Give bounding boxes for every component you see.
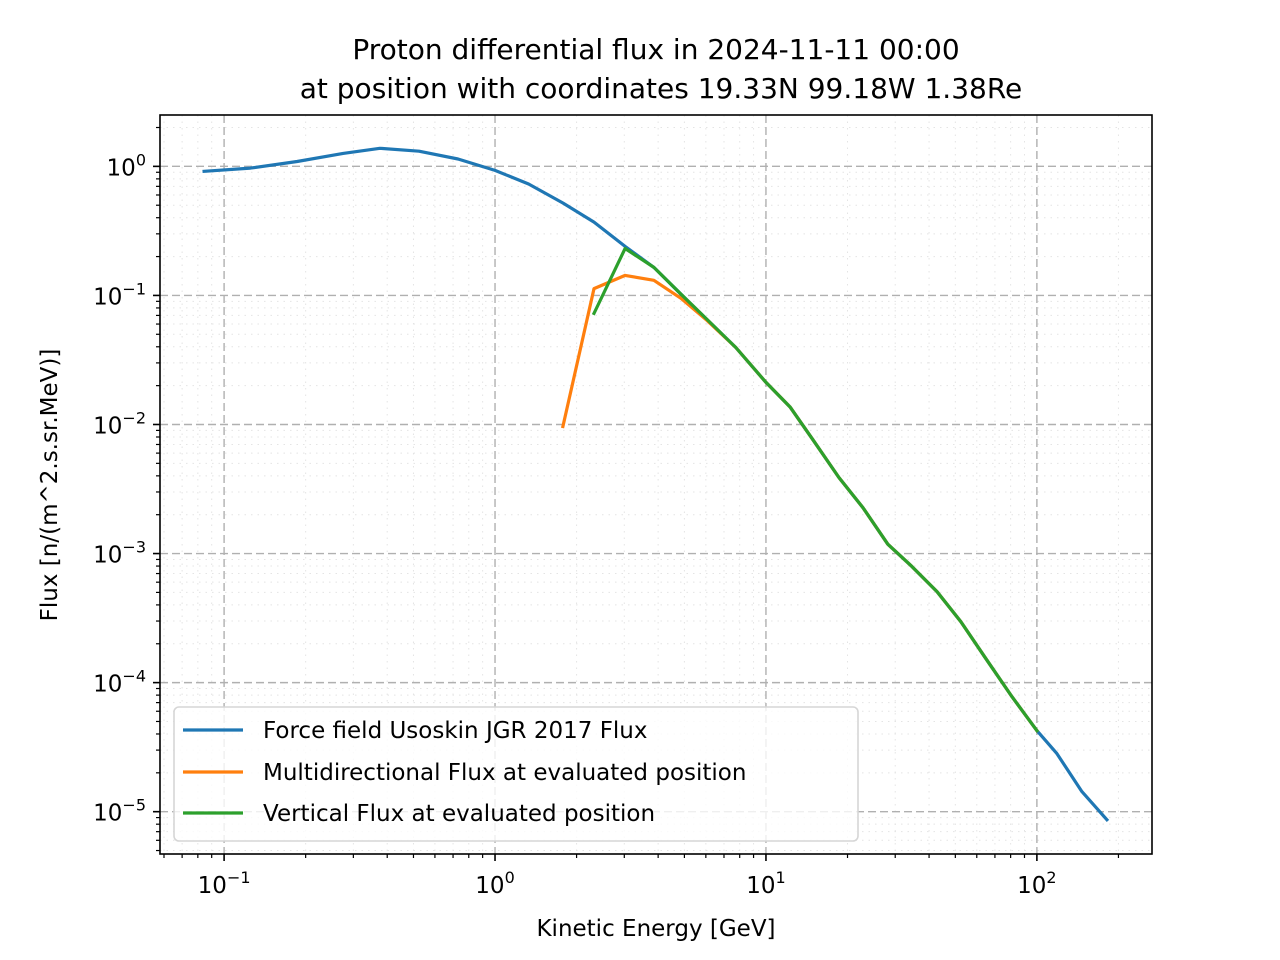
legend-label: Vertical Flux at evaluated position <box>263 801 655 827</box>
axis-ticks <box>153 126 1120 861</box>
y-tick-base: 10 <box>93 801 122 827</box>
x-tick-base: 10 <box>1017 873 1046 899</box>
chart-title: Proton differential flux in 2024-11-11 0… <box>352 33 959 66</box>
y-tick-exponent: −3 <box>122 538 146 557</box>
legend-item: Force field Usoskin JGR 2017 Flux <box>183 718 648 744</box>
y-tick-label: 10−4 <box>93 667 146 698</box>
y-tick-label: 100 <box>107 150 146 181</box>
y-tick-base: 10 <box>93 284 122 310</box>
y-tick-exponent: −5 <box>122 796 146 815</box>
x-tick-exponent: 2 <box>1046 868 1056 887</box>
y-tick-label: 10−2 <box>93 408 146 439</box>
y-tick-base: 10 <box>93 543 122 569</box>
x-tick-labels: 10−1 100 101 102 <box>198 868 1057 899</box>
x-tick-label: 10−1 <box>198 868 251 899</box>
x-tick-exponent: 1 <box>776 868 786 887</box>
y-tick-base: 10 <box>93 413 122 439</box>
legend-label: Force field Usoskin JGR 2017 Flux <box>263 718 648 744</box>
y-tick-base: 10 <box>93 672 122 698</box>
y-tick-label: 10−3 <box>93 538 146 569</box>
legend-item: Multidirectional Flux at evaluated posit… <box>183 760 746 786</box>
y-tick-label: 10−5 <box>93 796 146 827</box>
legend: Force field Usoskin JGR 2017 Flux Multidi… <box>173 706 859 842</box>
y-tick-label: 10−1 <box>93 279 146 310</box>
legend-item: Vertical Flux at evaluated position <box>183 801 655 827</box>
series-lines <box>202 146 1110 822</box>
y-tick-exponent: −1 <box>122 279 146 298</box>
legend-box <box>173 706 859 842</box>
x-tick-base: 10 <box>746 873 775 899</box>
y-tick-exponent: 0 <box>136 150 146 169</box>
y-tick-exponent: −2 <box>122 408 146 427</box>
series-vertical-line <box>591 246 1040 733</box>
x-axis-label: Kinetic Energy [GeV] <box>536 916 775 942</box>
axes-frame <box>159 114 1153 855</box>
x-tick-label: 101 <box>746 868 785 899</box>
y-tick-exponent: −4 <box>122 667 146 686</box>
chart-subtitle: at position with coordinates 19.33N 99.1… <box>300 72 1023 105</box>
y-axis-label: Flux [n/(m^2.s.sr.MeV)] <box>37 349 63 622</box>
minor-grid <box>160 115 1152 854</box>
x-tick-base: 10 <box>198 873 227 899</box>
x-tick-label: 100 <box>475 868 514 899</box>
y-tick-base: 10 <box>107 155 136 181</box>
x-tick-exponent: 0 <box>505 868 515 887</box>
x-tick-base: 10 <box>475 873 504 899</box>
legend-label: Multidirectional Flux at evaluated posit… <box>263 760 746 786</box>
x-tick-label: 102 <box>1017 868 1056 899</box>
x-tick-exponent: −1 <box>227 868 251 887</box>
